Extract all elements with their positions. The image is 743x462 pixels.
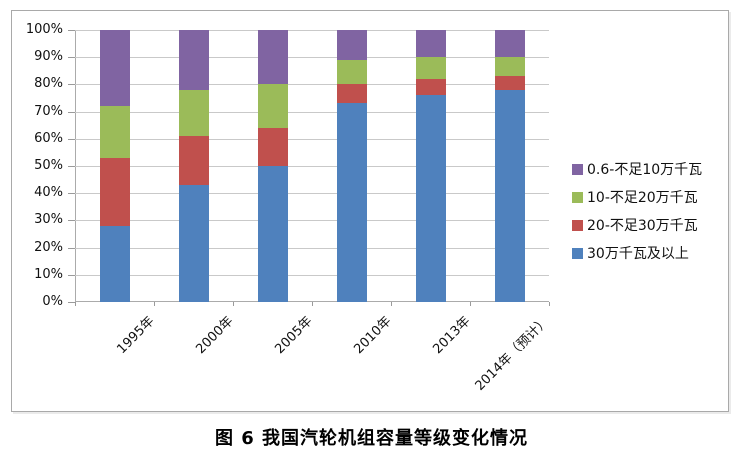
bar-segment <box>415 30 446 58</box>
gridline <box>75 84 549 86</box>
bar-segment <box>415 78 446 96</box>
bar-segment <box>99 106 130 158</box>
x-axis-tick-label: 2000年 <box>193 313 237 358</box>
x-axis-tick-label: 2005年 <box>272 313 316 358</box>
x-axis-tick-label: 2013年 <box>430 313 474 358</box>
x-axis-tick <box>470 302 471 306</box>
legend-label: 20-不足30万千瓦 <box>587 218 698 234</box>
x-axis-tick <box>549 302 550 306</box>
chart-frame: 100% 90% 80% 70% 60% 50% 40% 30% 20% 10% 0% 1995年 2… <box>11 10 729 412</box>
bar-segment <box>178 89 209 137</box>
y-axis-tick <box>68 30 75 31</box>
gridline <box>75 166 549 167</box>
y-axis-tick <box>68 302 75 303</box>
gridline <box>75 247 549 249</box>
x-axis-tick-label: 1995年 <box>114 313 158 358</box>
y-axis-tick <box>68 193 75 195</box>
bar-segment <box>99 225 130 302</box>
bar-segment <box>415 57 446 79</box>
figure-caption: 图 6 我国汽轮机组容量等级变化情况 <box>214 428 529 449</box>
y-axis-tick-label: 50% <box>34 158 63 173</box>
legend-swatch-icon <box>572 247 583 259</box>
x-axis-tick-label: 2014年（预计） <box>472 313 553 394</box>
bar-segment <box>178 30 209 90</box>
legend-item: 30万千瓦及以上 <box>572 239 702 267</box>
y-axis-tick <box>68 84 75 86</box>
legend-item: 10-不足20万千瓦 <box>572 183 702 211</box>
bar-segment <box>415 95 446 302</box>
bar-segment <box>99 157 130 226</box>
legend-item: 20-不足30万千瓦 <box>572 211 702 239</box>
bar-segment <box>494 57 525 77</box>
legend-label: 10-不足20万千瓦 <box>587 190 698 206</box>
y-axis-tick-label: 80% <box>34 76 63 92</box>
x-axis-tick <box>233 302 234 306</box>
bar-segment <box>336 84 367 104</box>
bar-segment <box>336 103 367 302</box>
x-axis-tick-label: 2010年 <box>351 313 395 358</box>
gridline <box>75 274 549 276</box>
gridline <box>75 111 549 113</box>
bar-segment <box>99 30 130 107</box>
legend-swatch-icon <box>572 191 583 203</box>
y-axis-tick <box>68 274 75 276</box>
gridline <box>75 30 549 31</box>
legend-label: 30万千瓦及以上 <box>587 246 689 262</box>
bar-segment <box>336 59 367 85</box>
bar-2010年 <box>336 30 367 302</box>
legend-swatch-icon <box>572 219 583 231</box>
y-axis-tick-label: 70% <box>34 103 63 119</box>
bar-segment <box>336 30 367 60</box>
y-axis-tick-label: 0% <box>42 294 63 309</box>
bar-segment <box>494 89 525 302</box>
bar-2014年（预计） <box>494 30 525 302</box>
legend-swatch-icon <box>572 163 583 175</box>
y-axis-tick <box>68 111 75 113</box>
x-axis-tick <box>154 302 155 306</box>
legend-label: 0.6-不足10万千瓦 <box>587 162 703 178</box>
y-axis-tick-label: 100% <box>25 22 63 37</box>
y-axis-tick-label: 90% <box>34 49 63 65</box>
y-axis-tick-label: 30% <box>34 212 63 228</box>
bar-2013年 <box>415 30 446 302</box>
gridline <box>75 57 549 59</box>
y-axis-tick-label: 10% <box>34 266 63 282</box>
bar-segment <box>257 165 288 302</box>
bar-segment <box>257 30 288 85</box>
y-axis-tick-label: 40% <box>34 185 63 201</box>
gridline <box>75 193 549 195</box>
y-axis-tick-label: 60% <box>34 130 63 146</box>
y-axis-tick <box>68 166 75 167</box>
legend: 0.6-不足10万千瓦 10-不足20万千瓦 20-不足30万千瓦 30万千瓦及以上 <box>572 155 702 267</box>
bar-segment <box>178 185 209 302</box>
y-axis-tick <box>68 57 75 59</box>
y-axis-tick <box>68 247 75 249</box>
bar-1995年 <box>99 30 130 302</box>
bar-segment <box>257 84 288 128</box>
y-axis-tick <box>68 138 75 140</box>
y-axis-tick-label: 20% <box>34 239 63 255</box>
gridline <box>75 138 549 140</box>
bar-segment <box>494 76 525 90</box>
x-axis-tick <box>391 302 392 306</box>
x-axis-tick <box>312 302 313 306</box>
gridline <box>75 220 549 222</box>
legend-item: 0.6-不足10万千瓦 <box>572 155 702 183</box>
bar-segment <box>257 127 288 166</box>
bar-2005年 <box>257 30 288 302</box>
bar-2000年 <box>178 30 209 302</box>
x-axis-tick <box>75 302 76 306</box>
bar-segment <box>178 136 209 186</box>
y-axis-tick <box>68 220 75 222</box>
bar-segment <box>494 30 525 58</box>
